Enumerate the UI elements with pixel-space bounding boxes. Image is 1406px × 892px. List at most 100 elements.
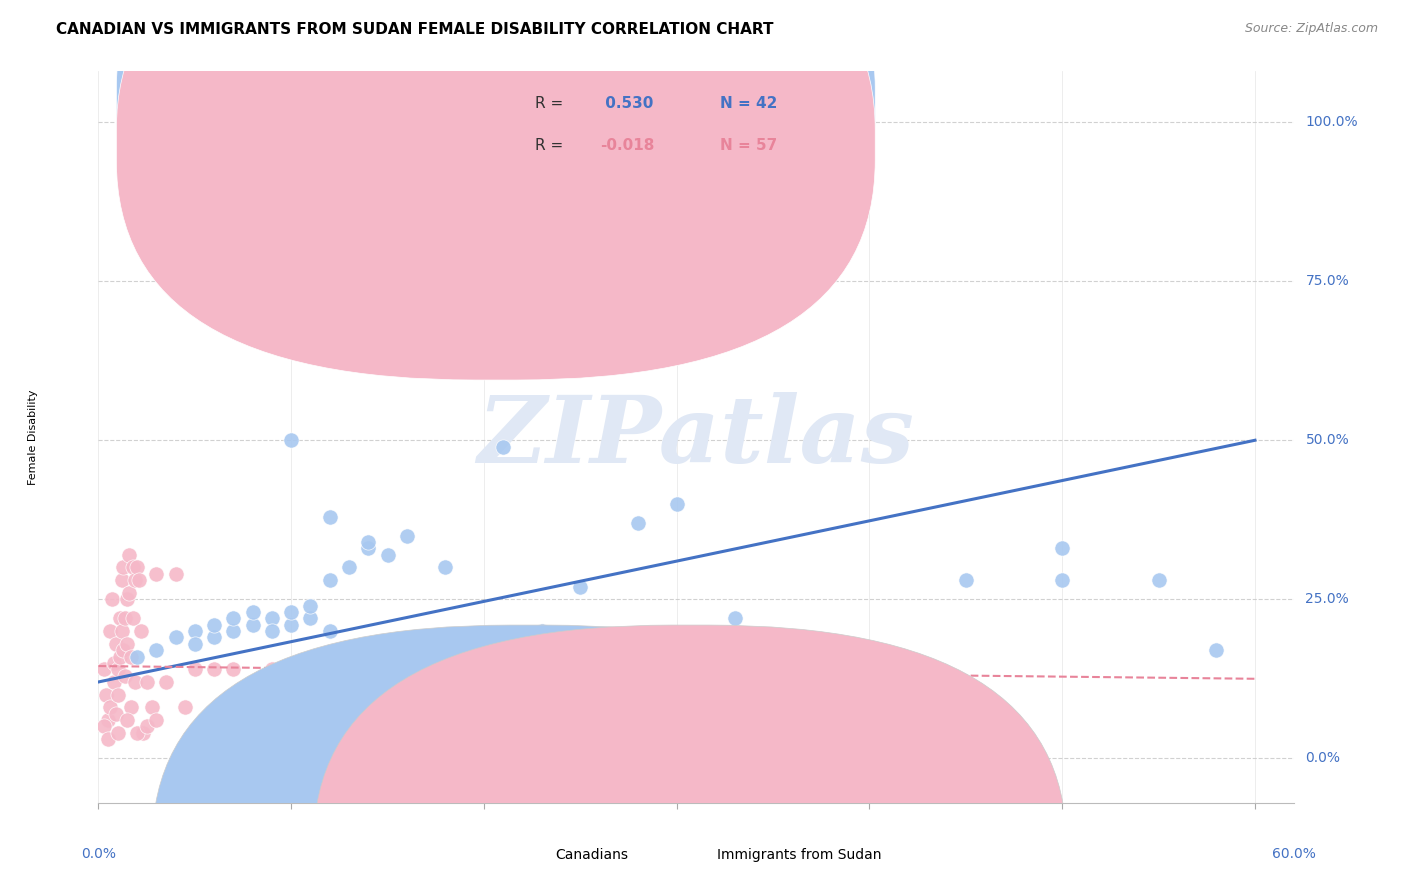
Point [280, 434, 302, 448]
Point [434, 560, 457, 574]
Point [472, 656, 495, 670]
Point [1050, 541, 1073, 556]
FancyBboxPatch shape [117, 0, 875, 338]
Point [723, 611, 745, 625]
Point [125, 649, 148, 664]
Point [260, 662, 283, 676]
Point [118, 548, 141, 562]
Point [120, 649, 142, 664]
Point [319, 675, 342, 690]
Text: R =: R = [534, 138, 568, 153]
Point [110, 624, 132, 638]
Point [107, 726, 129, 740]
Point [104, 637, 127, 651]
Point [110, 573, 132, 587]
Point [120, 700, 142, 714]
Point [114, 668, 136, 682]
Text: R =: R = [534, 96, 568, 111]
Point [122, 560, 145, 574]
Point [124, 675, 146, 690]
FancyBboxPatch shape [314, 625, 1067, 892]
Text: Immigrants from Sudan: Immigrants from Sudan [717, 847, 882, 862]
Point [395, 529, 418, 543]
Point [103, 675, 125, 690]
Point [665, 497, 688, 511]
Point [125, 726, 148, 740]
Point [299, 599, 322, 613]
Point [202, 662, 225, 676]
Point [174, 700, 197, 714]
Point [319, 624, 342, 638]
Point [1205, 643, 1227, 657]
Point [492, 440, 515, 454]
Point [107, 662, 129, 676]
Point [98, 624, 121, 638]
Text: 50.0%: 50.0% [1305, 434, 1350, 447]
Point [627, 516, 650, 530]
Point [165, 566, 187, 581]
Point [97, 713, 120, 727]
Point [202, 631, 225, 645]
Point [337, 560, 360, 574]
Point [858, 643, 880, 657]
Point [222, 624, 245, 638]
Point [145, 713, 167, 727]
Point [242, 605, 264, 619]
Text: 25.0%: 25.0% [1305, 592, 1350, 607]
Point [112, 643, 135, 657]
FancyBboxPatch shape [152, 625, 905, 892]
Point [415, 637, 437, 651]
Point [955, 573, 977, 587]
Point [377, 675, 399, 690]
Point [122, 611, 145, 625]
Point [202, 617, 225, 632]
Point [97, 732, 120, 747]
Text: 0.0%: 0.0% [82, 847, 115, 861]
FancyBboxPatch shape [117, 0, 875, 380]
FancyBboxPatch shape [444, 71, 804, 181]
Point [125, 560, 148, 574]
Point [94, 688, 117, 702]
Point [128, 573, 150, 587]
Point [165, 631, 187, 645]
Point [242, 617, 264, 632]
Point [222, 662, 245, 676]
Text: Source: ZipAtlas.com: Source: ZipAtlas.com [1244, 22, 1378, 36]
Text: Canadians: Canadians [555, 847, 628, 862]
Point [108, 649, 131, 664]
Point [117, 637, 139, 651]
Point [101, 592, 124, 607]
Point [107, 688, 129, 702]
Point [280, 662, 302, 676]
Point [132, 726, 155, 740]
Point [141, 700, 163, 714]
Point [117, 592, 139, 607]
Point [280, 605, 302, 619]
Point [93, 662, 115, 676]
Point [184, 637, 207, 651]
Text: N = 42: N = 42 [720, 96, 778, 111]
Point [117, 713, 139, 727]
Text: 0.530: 0.530 [600, 96, 654, 111]
Text: 100.0%: 100.0% [1305, 115, 1358, 129]
Text: 75.0%: 75.0% [1305, 274, 1350, 288]
Point [104, 706, 127, 721]
Point [135, 719, 157, 733]
Point [184, 624, 207, 638]
Point [260, 611, 283, 625]
Point [569, 580, 592, 594]
Text: ZIPatlas: ZIPatlas [478, 392, 914, 482]
Text: 60.0%: 60.0% [1271, 847, 1316, 861]
Point [93, 719, 115, 733]
Point [124, 573, 146, 587]
Point [112, 560, 135, 574]
Point [377, 548, 399, 562]
Point [395, 249, 418, 263]
Point [155, 675, 177, 690]
Point [530, 624, 553, 638]
Point [103, 656, 125, 670]
Point [472, 675, 495, 690]
Text: Female Disability: Female Disability [28, 389, 38, 485]
Text: N = 57: N = 57 [720, 138, 778, 153]
Point [145, 566, 167, 581]
